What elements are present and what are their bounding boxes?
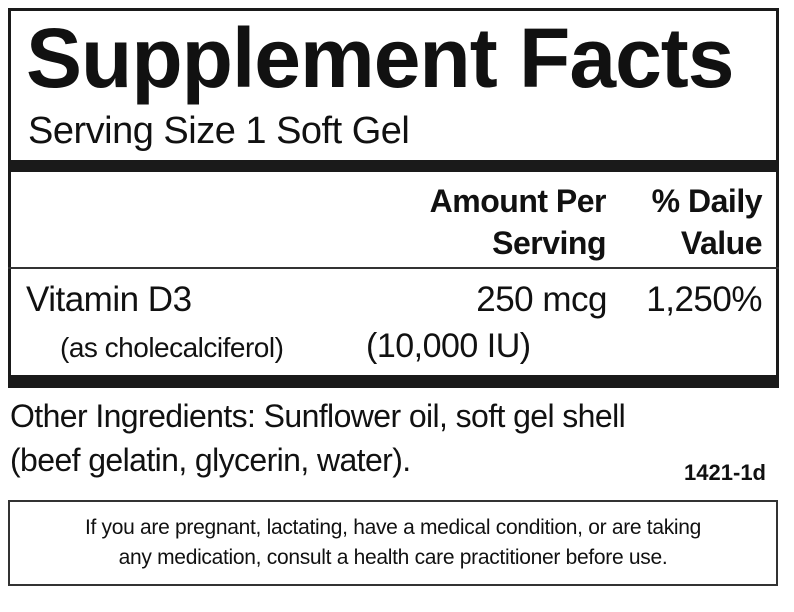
other-ingredients: Other Ingredients: Sunflower oil, soft g… (10, 394, 626, 482)
other-ingredients-line2: (beef gelatin, glycerin, water). (10, 442, 411, 478)
amount-header-line2: Serving (492, 225, 606, 261)
serving-size: Serving Size 1 Soft Gel (28, 110, 410, 152)
nutrient-name: Vitamin D3 (26, 280, 192, 319)
warning-line2: any medication, consult a health care pr… (118, 546, 668, 569)
thin-divider (8, 267, 779, 269)
nutrient-source: (as cholecalciferol) (60, 332, 284, 363)
dv-header-line2: Value (680, 225, 763, 261)
warning-line1: If you are pregnant, lactating, have a m… (84, 516, 702, 539)
amount-header-line1: Amount Per (429, 183, 607, 219)
thick-divider-bottom (8, 375, 779, 388)
panel-title: Supplement Facts (26, 11, 734, 105)
warning-box: If you are pregnant, lactating, have a m… (8, 500, 778, 586)
nutrient-amount: 250 mcg (476, 280, 607, 319)
thick-divider (8, 160, 779, 172)
product-code: 1421-1d (684, 460, 766, 485)
nutrient-daily-value: 1,250% (646, 280, 762, 319)
dv-header-line1: % Daily (651, 183, 763, 219)
nutrient-amount-iu: (10,000 IU) (366, 327, 531, 365)
amount-per-serving-header: Amount Per Serving (429, 180, 607, 264)
other-ingredients-line1: Other Ingredients: Sunflower oil, soft g… (10, 398, 626, 434)
daily-value-header: % Daily Value (651, 180, 763, 264)
